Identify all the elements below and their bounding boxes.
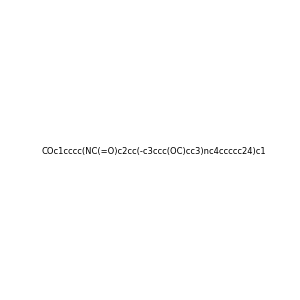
Text: COc1cccc(NC(=O)c2cc(-c3ccc(OC)cc3)nc4ccccc24)c1: COc1cccc(NC(=O)c2cc(-c3ccc(OC)cc3)nc4ccc…	[41, 147, 266, 156]
